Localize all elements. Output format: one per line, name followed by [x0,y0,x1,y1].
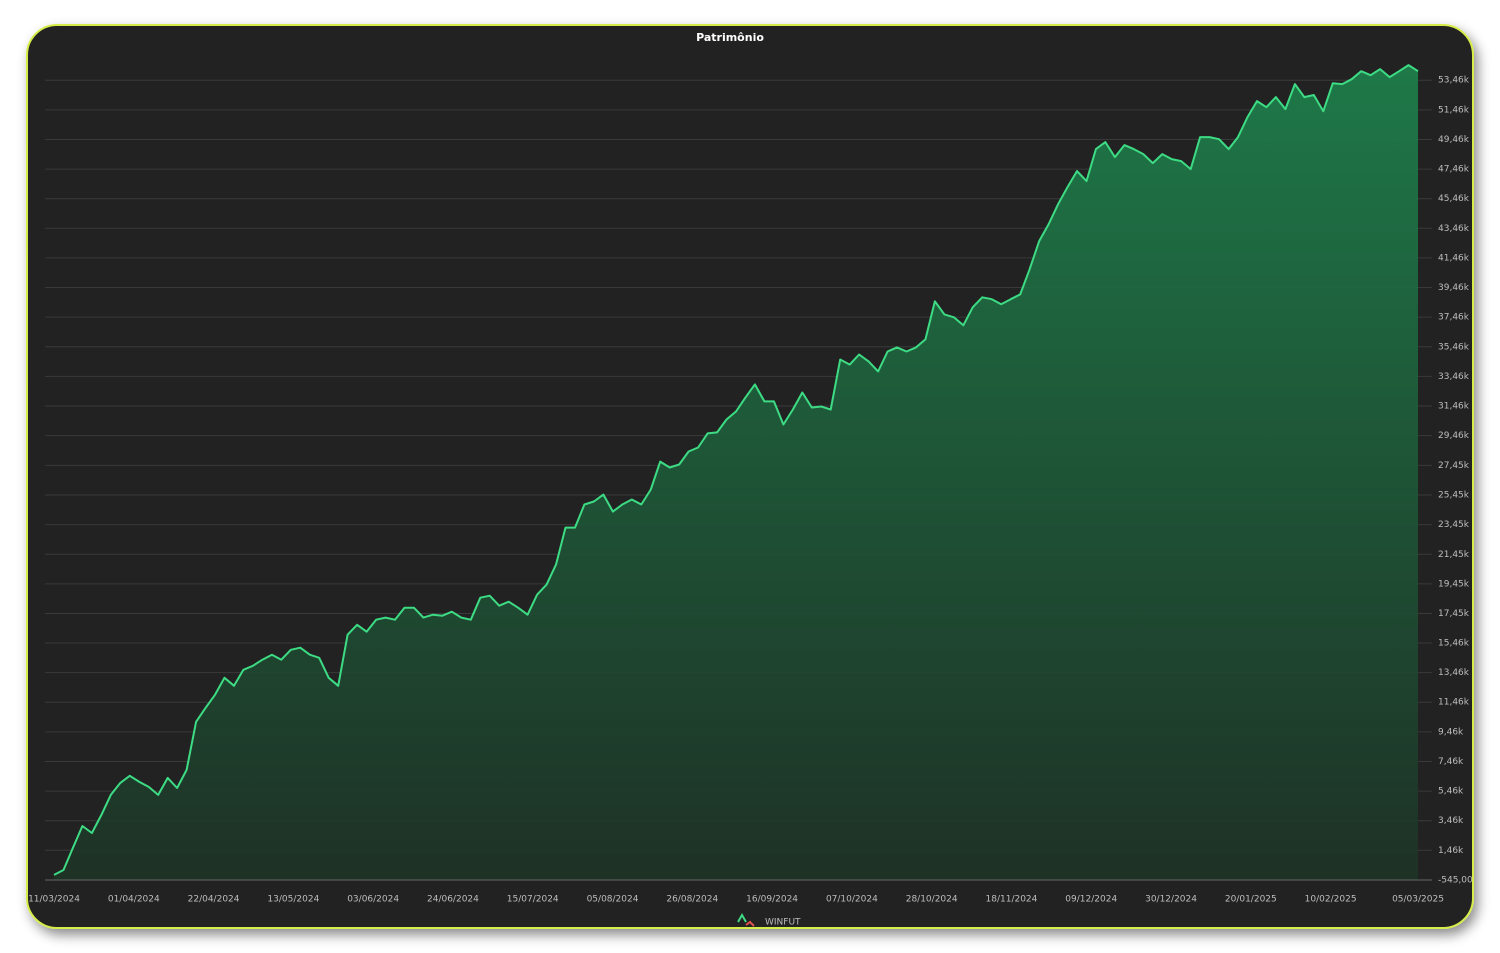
y-tick-label: 35,46k [1438,342,1470,352]
y-tick-label: 9,46k [1438,727,1464,737]
legend: WINFUT [737,912,801,928]
y-tick-label: -545,00 [1438,876,1473,886]
x-tick-label: 11/03/2024 [28,895,80,905]
x-tick-label: 01/04/2024 [108,895,160,905]
x-tick-label: 13/05/2024 [267,895,319,905]
y-tick-label: 7,46k [1438,757,1464,767]
area-fill [54,65,1418,881]
x-tick-label: 05/08/2024 [587,895,639,905]
y-tick-label: 29,46k [1438,431,1470,441]
y-tick-label: 27,45k [1438,461,1470,471]
x-tick-label: 30/12/2024 [1145,895,1197,905]
y-tick-label: 31,46k [1438,402,1470,412]
y-tick-label: 53,46k [1438,76,1470,86]
y-tick-label: 19,45k [1438,579,1470,589]
y-tick-label: 39,46k [1438,283,1470,293]
legend-label: WINFUT [765,918,801,928]
y-tick-label: 23,45k [1438,520,1470,530]
y-tick-label: 51,46k [1438,105,1470,115]
x-tick-label: 18/11/2024 [986,895,1038,905]
x-tick-label: 26/08/2024 [666,895,718,905]
x-tick-label: 20/01/2025 [1225,895,1277,905]
x-tick-label: 03/06/2024 [347,895,399,905]
y-tick-label: 5,46k [1438,787,1464,797]
y-tick-label: 45,46k [1438,194,1470,204]
y-tick-label: 37,46k [1438,313,1470,323]
series-line [53,64,1419,876]
x-tick-label: 22/04/2024 [188,895,240,905]
y-tick-label: 11,46k [1438,698,1470,708]
x-tick-label: 28/10/2024 [906,895,958,905]
chart-title: Patrimônio [696,31,764,44]
plot [45,64,1432,881]
y-tick-label: 49,46k [1438,135,1470,145]
y-tick-label: 13,46k [1438,668,1470,678]
y-tick-label: 47,46k [1438,165,1470,175]
x-tick-label: 05/03/2025 [1392,895,1444,905]
x-tick-label: 07/10/2024 [826,895,878,905]
x-tick-label: 24/06/2024 [427,895,479,905]
legend-icon [737,912,747,923]
y-tick-label: 21,45k [1438,550,1470,560]
y-tick-label: 3,46k [1438,816,1464,826]
legend-icon-negative [745,920,755,927]
y-tick-label: 15,46k [1438,638,1470,648]
y-tick-label: 17,45k [1438,609,1470,619]
x-tick-label: 15/07/2024 [507,895,559,905]
y-tick-label: 43,46k [1438,224,1470,234]
y-tick-label: 25,45k [1438,491,1470,501]
x-tick-label: 16/09/2024 [746,895,798,905]
x-tick-label: 09/12/2024 [1065,895,1117,905]
y-tick-label: 41,46k [1438,253,1470,263]
x-tick-label: 10/02/2025 [1305,895,1357,905]
y-tick-label: 33,46k [1438,372,1470,382]
y-tick-label: 1,46k [1438,846,1464,856]
